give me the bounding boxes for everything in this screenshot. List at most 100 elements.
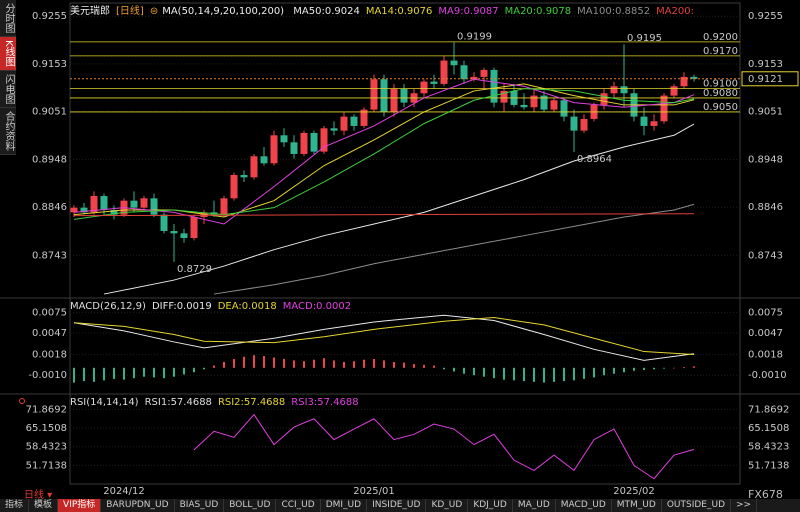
- extreme-label: 0.9195: [627, 33, 662, 44]
- tab[interactable]: OUTSIDE_UD: [662, 499, 731, 512]
- candle-body: [80, 207, 88, 213]
- candle-body: [560, 100, 568, 117]
- series-line: [213, 203, 695, 295]
- candle-body: [150, 198, 158, 215]
- candle-body: [610, 86, 618, 94]
- tab[interactable]: DMI_UD: [321, 499, 368, 512]
- macd-bar: [103, 367, 105, 381]
- tab[interactable]: KDJ_UD: [468, 499, 513, 512]
- macd-bar: [313, 359, 315, 368]
- macd-title: MACD(26,12,9): [70, 301, 146, 312]
- macd-bar: [653, 367, 655, 370]
- candle-body: [130, 200, 138, 208]
- tab[interactable]: BARUPDN_UD: [101, 499, 175, 512]
- macd-bar: [523, 367, 525, 382]
- x-tick-label: 2025/01: [353, 486, 395, 497]
- legend-entry: MA9:0.9087: [438, 6, 499, 17]
- candle-body: [570, 116, 578, 131]
- tab[interactable]: >>: [731, 499, 758, 512]
- macd-bar: [683, 367, 685, 368]
- candle-body: [350, 116, 358, 126]
- candle-body: [360, 109, 368, 126]
- sidebar: 分时图 K线图 闪电图 合约资料: [0, 0, 16, 155]
- candle-body: [640, 116, 648, 126]
- macd-bar: [553, 367, 555, 382]
- tab[interactable]: VIP指标: [58, 499, 102, 512]
- macd-bar: [233, 358, 235, 368]
- macd-bar: [343, 361, 345, 368]
- candle-body: [490, 69, 498, 103]
- candle-body: [310, 132, 318, 152]
- last-price-box: [741, 71, 799, 87]
- brand: FX678: [748, 488, 783, 501]
- side-tab[interactable]: 闪电图: [0, 70, 16, 108]
- legend-entry: MACD:0.0002: [282, 301, 352, 312]
- legend-entry: RSI2:57.4688: [217, 397, 286, 408]
- series-line: [73, 78, 695, 225]
- candle-body: [270, 135, 278, 164]
- macd-bar: [93, 367, 95, 382]
- macd-bar: [263, 355, 265, 368]
- series-line: [73, 317, 695, 356]
- y-tick-label: 0.0047: [748, 328, 783, 339]
- level-label: 0.9050: [703, 102, 738, 113]
- candle-body: [400, 88, 408, 103]
- side-tab[interactable]: K线图: [0, 37, 16, 71]
- macd-bar: [423, 364, 425, 368]
- tab[interactable]: KD_UD: [426, 499, 469, 512]
- tab[interactable]: MACD_UD: [556, 499, 612, 512]
- y-tick-label: 71.8692: [26, 404, 67, 415]
- legend-entry: DIFF:0.0019: [151, 301, 212, 312]
- macd-bar: [413, 364, 415, 368]
- x-tick-label: 2024/12: [103, 486, 145, 497]
- tab[interactable]: BOLL_UD: [224, 499, 277, 512]
- candle-body: [110, 210, 118, 215]
- macd-bar: [113, 367, 115, 379]
- period-select[interactable]: 日线 ▾: [24, 490, 53, 501]
- y-tick-label: 0.8846: [32, 202, 67, 213]
- side-tab[interactable]: 分时图: [0, 0, 16, 37]
- candle-body: [650, 121, 658, 126]
- candle-body: [290, 142, 298, 154]
- candle-body: [530, 95, 538, 108]
- macd-bar: [293, 360, 295, 368]
- macd-bar: [503, 367, 505, 380]
- macd-bar: [253, 355, 255, 368]
- macd-legend: MACD(26,12,9) DIFF:0.0019 DEA:0.0018 MACD:0…: [70, 301, 357, 312]
- macd-bar: [213, 365, 215, 368]
- icon[interactable]: ⊜: [149, 6, 159, 17]
- macd-bar: [443, 367, 445, 370]
- macd-bar: [303, 361, 305, 368]
- tab[interactable]: 模板: [29, 499, 59, 512]
- axis-frame: [69, 2, 741, 485]
- macd-bar: [453, 367, 455, 372]
- tab[interactable]: MA_UD: [513, 499, 556, 512]
- candle-body: [390, 88, 398, 112]
- candle-body: [470, 76, 478, 80]
- tab[interactable]: CCI_UD: [276, 499, 321, 512]
- y-tick-label: 65.1508: [748, 423, 789, 434]
- series-line: [73, 213, 695, 217]
- macd-bar: [353, 361, 355, 368]
- y-tick-label: 0.8948: [32, 155, 67, 166]
- tab[interactable]: INSIDE_UD: [367, 499, 427, 512]
- y-tick-label: 0.9153: [748, 59, 783, 70]
- candle-body: [230, 174, 238, 199]
- y-tick-label: 0.9255: [32, 11, 67, 22]
- y-tick-label: 58.4323: [26, 442, 67, 453]
- side-tab[interactable]: 合约资料: [0, 107, 16, 155]
- series-line: [73, 88, 695, 220]
- tab[interactable]: MTM_UD: [612, 499, 662, 512]
- candle-body: [300, 132, 308, 154]
- macd-bar: [333, 360, 335, 368]
- tab[interactable]: BIAS_UD: [175, 499, 225, 512]
- series-line: [193, 413, 695, 480]
- tab[interactable]: 指标: [0, 499, 30, 512]
- macd-bar: [403, 362, 405, 368]
- candle-body: [260, 156, 268, 164]
- macd-bar: [493, 367, 495, 379]
- y-tick-label: 0.9255: [748, 11, 783, 22]
- candle-body: [520, 104, 528, 108]
- macd-bar: [143, 367, 145, 377]
- legend-entry: RSI1:57.4688: [144, 397, 212, 408]
